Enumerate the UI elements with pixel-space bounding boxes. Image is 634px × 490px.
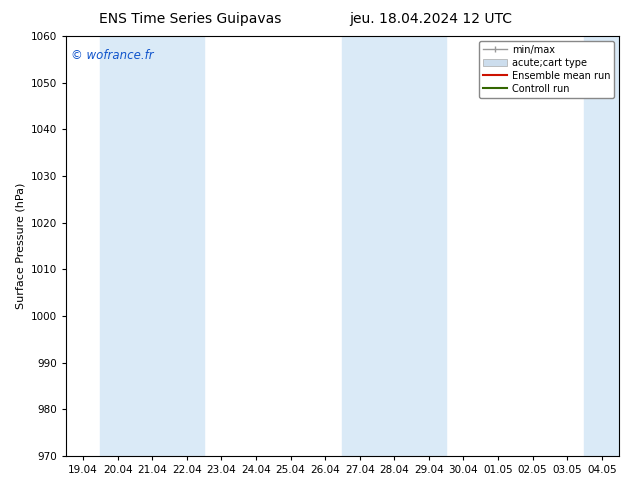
Text: jeu. 18.04.2024 12 UTC: jeu. 18.04.2024 12 UTC	[349, 12, 513, 26]
Y-axis label: Surface Pressure (hPa): Surface Pressure (hPa)	[15, 183, 25, 309]
Bar	[100, 36, 204, 456]
Bar	[342, 36, 446, 456]
Legend: min/max, acute;cart type, Ensemble mean run, Controll run: min/max, acute;cart type, Ensemble mean …	[479, 41, 614, 98]
Text: ENS Time Series Guipavas: ENS Time Series Guipavas	[99, 12, 281, 26]
Bar	[585, 36, 619, 456]
Text: © wofrance.fr: © wofrance.fr	[72, 49, 154, 62]
